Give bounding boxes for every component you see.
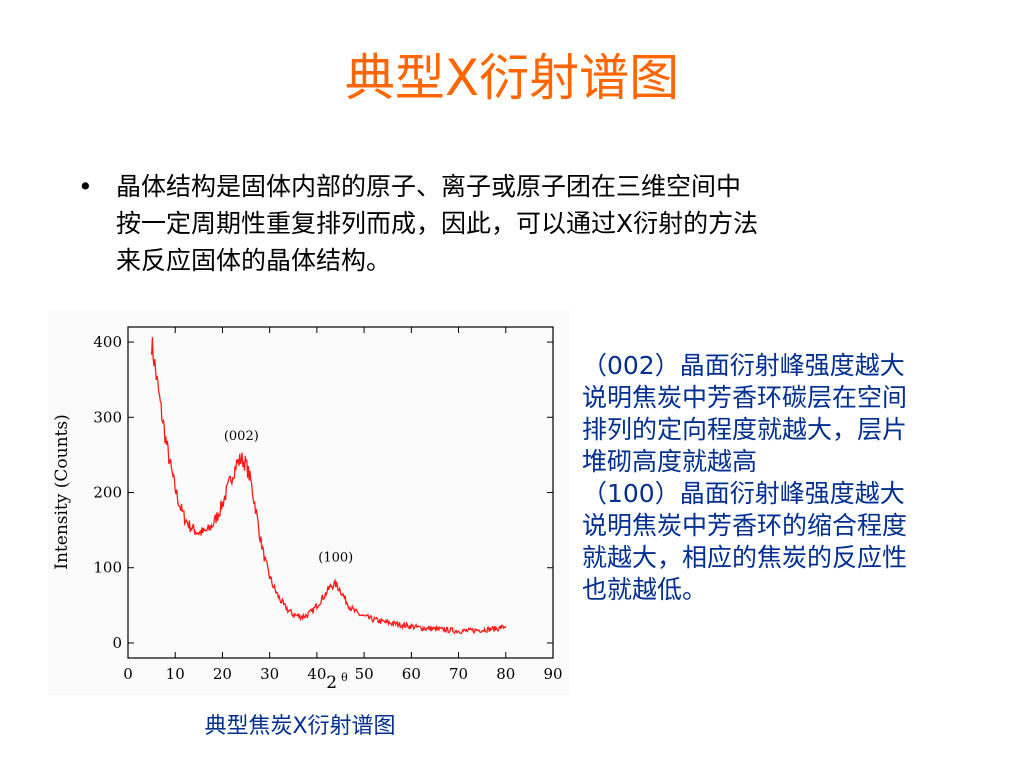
bullet-line-3: 来反应固体的晶体结构。 bbox=[116, 246, 392, 275]
xrd-chart: 0 100 200 300 400 0 10 20 30 40 50 60 70 80 90 (002) … bbox=[48, 310, 570, 695]
slide-title: 典型X衍射谱图 bbox=[344, 49, 680, 107]
y-tick-label: 0 bbox=[112, 634, 122, 652]
x-tick-label: 30 bbox=[260, 665, 279, 683]
side-note-line-2: 说明焦炭中芳香环碳层在空间 bbox=[582, 383, 908, 412]
y-tick-label: 200 bbox=[93, 484, 122, 502]
x-tick-label: 10 bbox=[166, 665, 185, 683]
x-axis-label-main: 2 bbox=[326, 673, 337, 693]
y-tick-label: 400 bbox=[93, 333, 122, 351]
bullet-line-2: 按一定周期性重复排列而成，因此，可以通过X衍射的方法 bbox=[116, 209, 759, 238]
side-note-line-8: 也就越低。 bbox=[582, 575, 708, 604]
series-curve bbox=[150, 337, 507, 635]
side-note-line-5: （100）晶面衍射峰强度越大 bbox=[582, 479, 905, 508]
y-tick-label: 300 bbox=[93, 408, 122, 426]
side-note-line-6: 说明焦炭中芳香环的缩合程度 bbox=[582, 511, 908, 540]
x-tick-label: 50 bbox=[355, 665, 374, 683]
x-tick-label: 80 bbox=[496, 665, 515, 683]
x-tick-label: 60 bbox=[402, 665, 421, 683]
annotation-100: (100) bbox=[318, 551, 353, 566]
annotation-002: (002) bbox=[224, 429, 259, 444]
side-note-line-3: 排列的定向程度就越大，层片 bbox=[582, 415, 908, 444]
y-ticks: 0 100 200 300 400 bbox=[93, 333, 553, 652]
y-tick-label: 100 bbox=[93, 559, 122, 577]
x-tick-label: 90 bbox=[543, 665, 562, 683]
x-tick-label: 70 bbox=[449, 665, 468, 683]
x-ticks: 0 10 20 30 40 50 60 70 80 90 bbox=[123, 327, 563, 683]
side-note-line-1: （002）晶面衍射峰强度越大 bbox=[582, 351, 905, 380]
x-tick-label: 20 bbox=[213, 665, 232, 683]
bullet-line-1: 晶体结构是固体内部的原子、离子或原子团在三维空间中 bbox=[116, 172, 742, 201]
side-note-line-7: 就越大，相应的焦炭的反应性 bbox=[582, 543, 908, 572]
side-note: （002）晶面衍射峰强度越大 说明焦炭中芳香环碳层在空间 排列的定向程度就越大，… bbox=[582, 350, 1002, 606]
x-axis-label-theta: θ bbox=[341, 671, 348, 684]
bullet-marker: • bbox=[78, 172, 93, 201]
x-tick-label: 0 bbox=[123, 665, 133, 683]
side-note-line-4: 堆砌高度就越高 bbox=[582, 447, 758, 476]
plot-frame bbox=[127, 326, 554, 659]
y-axis-label: Intensity (Counts) bbox=[52, 414, 72, 569]
chart-caption: 典型焦炭X衍射谱图 bbox=[204, 714, 396, 739]
x-tick-label: 40 bbox=[307, 665, 326, 683]
bullet-text: 晶体结构是固体内部的原子、离子或原子团在三维空间中 按一定周期性重复排列而成，因… bbox=[116, 168, 916, 279]
